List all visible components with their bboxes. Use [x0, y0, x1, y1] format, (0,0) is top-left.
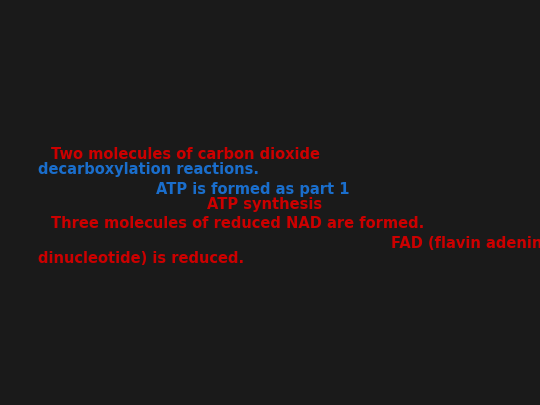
Text: •: • [38, 217, 51, 232]
Text: as with glycolysis, this: as with glycolysis, this [38, 196, 207, 211]
Text: the Krebs cycle).: the Krebs cycle). [38, 281, 161, 296]
Text: is 'at substrate level' too.: is 'at substrate level' too. [322, 196, 513, 211]
Text: dinucleotide) is reduced.: dinucleotide) is reduced. [38, 252, 244, 266]
Text: ATP synthesis: ATP synthesis [207, 196, 322, 211]
Text: •: • [38, 147, 51, 162]
Text: the Krebs cycle: the Krebs cycle [38, 92, 251, 119]
Text: • One molecule of another hydrogen accepter -: • One molecule of another hydrogen accep… [38, 237, 391, 252]
Text: (NAD is the chief hydrogen- carrying: (NAD is the chief hydrogen- carrying [244, 252, 517, 266]
Text: Three molecules of reduced NAD are formed.: Three molecules of reduced NAD are forme… [51, 217, 424, 232]
Text: coenzyme of respiration but FAD is another coenzyme with this role in: coenzyme of respiration but FAD is anoth… [38, 266, 540, 281]
Text: decarboxylation reactions.: decarboxylation reactions. [38, 162, 259, 177]
Text: are given off in separate: are given off in separate [320, 147, 505, 162]
Text: Two molecules of carbon dioxide: Two molecules of carbon dioxide [51, 147, 320, 162]
Text: FAD (flavin adenine: FAD (flavin adenine [391, 237, 540, 252]
Text: ATP is formed as part 1: ATP is formed as part 1 [156, 181, 349, 196]
Text: • A molecule of: • A molecule of [38, 181, 156, 196]
Text: of the reactions of the cycle -: of the reactions of the cycle - [349, 181, 540, 196]
